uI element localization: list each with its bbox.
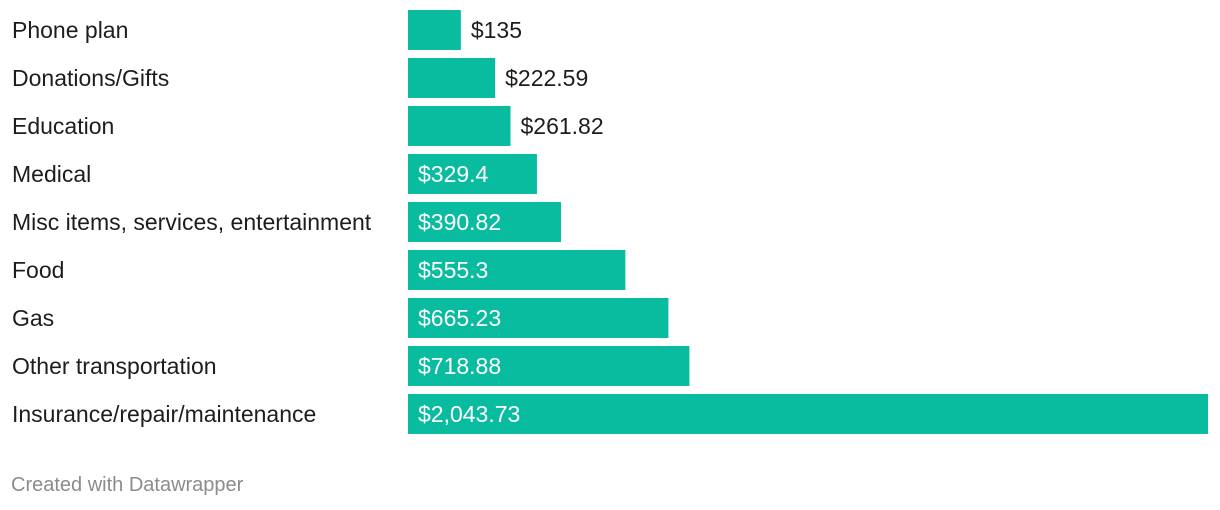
category-label-phone-plan: Phone plan — [12, 17, 128, 43]
value-label-phone-plan: $135 — [471, 17, 522, 43]
chart-svg: Phone plan $135 Donations/Gifts $222.59 Educ… — [12, 10, 1208, 434]
bar-misc-items-services-entertainment — [408, 202, 561, 242]
category-label-insurance-repair-maintenance: Insurance/repair/maintenance — [12, 401, 316, 427]
bar-chart: Phone plan $135 Donations/Gifts $222.59 Educ… — [12, 10, 1208, 434]
category-label-food: Food — [12, 257, 64, 283]
bar-other-transportation — [408, 346, 690, 386]
value-label-insurance-repair-maintenance: $2,043.73 — [418, 401, 520, 427]
bar-education — [408, 106, 511, 146]
bar-gas — [408, 298, 669, 338]
datawrapper-credit: Created with Datawrapper — [11, 474, 244, 496]
category-label-other-transportation: Other transportation — [12, 353, 217, 379]
bar-insurance-repair-maintenance — [408, 394, 1208, 434]
value-label-food: $555.3 — [418, 257, 488, 283]
value-label-other-transportation: $718.88 — [418, 353, 501, 379]
bar-food — [408, 250, 626, 290]
value-label-gas: $665.23 — [418, 305, 501, 331]
bar-donations-gifts — [408, 58, 496, 98]
category-label-donations-gifts: Donations/Gifts — [12, 65, 169, 91]
value-label-education: $261.82 — [520, 113, 603, 139]
value-label-misc-items-services-entertainment: $390.82 — [418, 209, 501, 235]
category-label-gas: Gas — [12, 305, 54, 331]
category-label-medical: Medical — [12, 161, 91, 187]
value-label-medical: $329.4 — [418, 161, 489, 187]
category-label-education: Education — [12, 113, 114, 139]
category-label-misc-items-services-entertainment: Misc items, services, entertainment — [12, 209, 372, 235]
bar-phone-plan — [408, 10, 461, 50]
bar-medical — [408, 154, 537, 194]
value-label-donations-gifts: $222.59 — [505, 65, 588, 91]
